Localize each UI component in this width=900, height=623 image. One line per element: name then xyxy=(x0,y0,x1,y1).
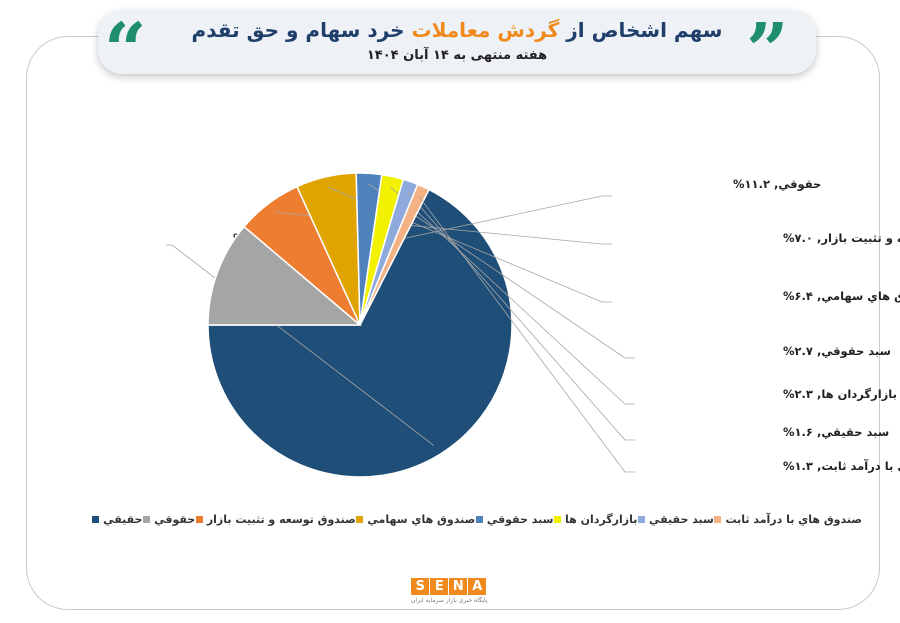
legend-swatch xyxy=(637,516,645,523)
leader-line xyxy=(368,183,635,359)
legend-item: صندوق هاي سهامي xyxy=(356,513,475,526)
legend-label: صندوق توسعه و تثبيت بازار xyxy=(206,513,356,526)
data-label: سبد حقيقي, ۱.۶% xyxy=(783,425,889,439)
legend-item: حقيقي xyxy=(92,513,142,526)
pie-slice xyxy=(359,183,431,326)
data-label: صندوق هاي با درآمد ثابت, ۱.۳% xyxy=(783,459,900,474)
leader-line xyxy=(406,191,635,441)
header-banner: سهم اشخاص از گردش معاملات خرد سهام و حق … xyxy=(98,10,816,74)
logo-tagline: پایگاه خبری بازار سرمایه ایران xyxy=(411,597,488,604)
pie-slice xyxy=(207,225,363,326)
legend-item: صندوق توسعه و تثبيت بازار xyxy=(195,513,356,526)
data-label: صندوق توسعه و تثبيت بازار, ۷.۰% xyxy=(783,231,900,246)
legend-swatch xyxy=(714,516,722,523)
leader-line xyxy=(390,186,635,405)
data-label: سبد حقوقي, ۲.۷% xyxy=(783,344,891,359)
legend-swatch xyxy=(92,516,100,523)
title-part-2: خرد سهام و حق تقدم xyxy=(191,18,405,42)
legend-swatch xyxy=(195,516,203,523)
legend-swatch xyxy=(554,516,562,523)
legend-label: صندوق هاي با درآمد ثابت xyxy=(725,513,862,526)
legend-swatch xyxy=(475,516,483,523)
logo-letter: E xyxy=(430,578,449,595)
legend-swatch xyxy=(143,516,151,523)
title-highlight: گردش معاملات xyxy=(411,18,560,42)
legend-item: سبد حقيقي xyxy=(637,513,714,526)
quote-close-icon: ” xyxy=(746,8,789,94)
legend-label: سبد حقيقي xyxy=(648,513,714,526)
legend-item: سبد حقوقي xyxy=(475,513,554,526)
legend-label: حقوقي xyxy=(154,513,196,526)
chart-title: سهم اشخاص از گردش معاملات خرد سهام و حق … xyxy=(98,18,816,42)
legend-item: حقوقي xyxy=(143,513,195,526)
legend-label: حقيقي xyxy=(103,513,143,526)
logo-letter: A xyxy=(468,578,487,595)
logo-letter: N xyxy=(449,578,468,595)
legend-swatch xyxy=(356,516,364,523)
leader-line xyxy=(328,186,612,303)
legend-label: سبد حقوقي xyxy=(486,513,554,526)
data-label: حقوقي, ۱۱.۲% xyxy=(733,177,821,192)
leader-line xyxy=(166,244,435,446)
data-label: بازارگردان ها, ۲.۳% xyxy=(783,387,897,401)
legend-item: صندوق هاي با درآمد ثابت xyxy=(714,513,862,526)
legend-item: بازارگردان ها xyxy=(554,513,637,526)
pie-slice xyxy=(207,188,513,478)
chart-subtitle: هفته منتهی به ۱۴ آبان ۱۴۰۴ xyxy=(366,48,548,63)
leader-line xyxy=(418,196,635,473)
legend-label: بازارگردان ها xyxy=(565,513,638,526)
chart-legend: حقيقي حقوقي صندوق توسعه و تثبيت بازار صندوق… xyxy=(92,513,862,526)
data-label: صندوق هاي سهامي, ۶.۴% xyxy=(783,289,900,304)
legend-label: صندوق هاي سهامي xyxy=(367,513,476,526)
quote-open-icon: “ xyxy=(104,8,147,94)
logo-letter: S xyxy=(411,578,430,595)
title-part-1: سهم اشخاص از xyxy=(566,18,723,42)
